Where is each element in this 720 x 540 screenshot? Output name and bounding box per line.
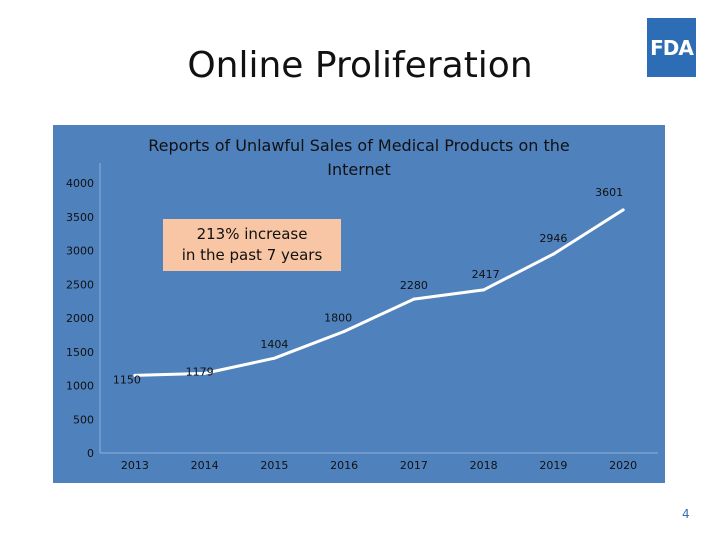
x-axis-ticks: 2013 2014 2015 2016 2017 2018 2019 2020 [121,459,637,472]
data-point [133,373,137,377]
y-tick-label: 500 [73,413,94,426]
data-labels: 1150 1179 1404 1800 2280 2417 2946 3601 [113,186,623,386]
y-tick-label: 3500 [66,211,94,224]
data-point [342,330,346,333]
data-point [621,208,625,212]
y-tick-label: 1000 [66,380,94,393]
x-tick-label: 2017 [400,459,428,472]
line-chart: Reports of Unlawful Sales of Medical Pro… [53,125,665,483]
increase-callout: 213% increase in the past 7 years [163,219,341,271]
y-tick-label: 2500 [66,278,94,291]
x-tick-label: 2020 [609,459,637,472]
data-label: 1179 [186,365,214,378]
data-label: 3601 [595,186,623,199]
y-axis-ticks: 0 500 1000 1500 2000 2500 3000 3500 4000 [66,177,94,460]
slide-title: Online Proliferation [187,45,533,86]
callout-line-2: in the past 7 years [181,246,323,264]
chart-title-line-1: Reports of Unlawful Sales of Medical Pro… [148,136,569,155]
series-polyline [133,208,625,377]
y-tick-label: 2000 [66,312,94,325]
data-label: 2946 [539,232,567,245]
y-tick-label: 4000 [66,177,94,190]
y-tick-label: 3000 [66,245,94,258]
fda-logo: FDA [647,18,696,77]
x-tick-label: 2016 [330,459,358,472]
x-tick-label: 2015 [260,459,288,472]
page-number: 4 [682,507,690,521]
data-point [412,297,416,301]
chart-axes [99,163,658,454]
data-label: 2280 [400,279,428,292]
y-tick-label: 1500 [66,346,94,359]
data-point [272,356,276,360]
data-point [482,288,486,292]
x-tick-label: 2018 [470,459,498,472]
data-label: 1404 [260,338,288,351]
y-tick-label: 0 [87,447,94,460]
data-label: 2417 [472,268,500,281]
chart-title-line-2: Internet [327,160,391,179]
chart-background [53,125,665,483]
x-tick-label: 2013 [121,459,149,472]
series-line [133,208,625,377]
callout-line-1: 213% increase [196,225,308,243]
x-tick-label: 2019 [539,459,567,472]
data-label: 1150 [113,373,141,386]
x-tick-label: 2014 [191,459,219,472]
data-point [203,371,207,375]
data-point [551,252,555,256]
data-label: 1800 [324,312,352,325]
